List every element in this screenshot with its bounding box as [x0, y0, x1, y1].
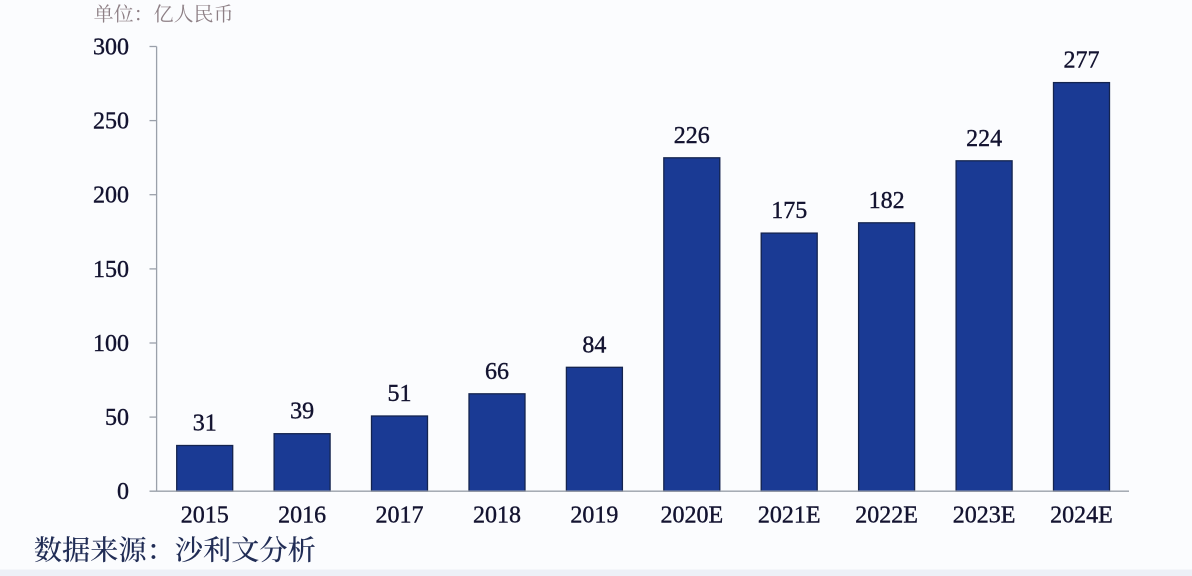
svg-text:277: 277: [1064, 48, 1100, 74]
svg-text:2020E: 2020E: [660, 503, 723, 529]
svg-text:66: 66: [485, 359, 509, 385]
svg-text:2021E: 2021E: [758, 503, 821, 529]
svg-text:2017: 2017: [376, 503, 424, 529]
svg-text:0: 0: [117, 479, 129, 505]
svg-text:200: 200: [93, 183, 129, 209]
svg-text:31: 31: [193, 411, 217, 437]
svg-text:2024E: 2024E: [1050, 503, 1113, 529]
svg-text:2016: 2016: [278, 503, 326, 529]
svg-text:2018: 2018: [473, 503, 521, 529]
svg-text:2023E: 2023E: [953, 503, 1016, 529]
svg-text:226: 226: [674, 123, 710, 149]
svg-text:150: 150: [93, 257, 129, 283]
svg-text:51: 51: [388, 381, 412, 407]
svg-text:2022E: 2022E: [855, 503, 918, 529]
svg-text:84: 84: [582, 332, 606, 358]
svg-text:175: 175: [771, 198, 807, 224]
svg-text:224: 224: [966, 126, 1002, 152]
svg-text:2019: 2019: [570, 503, 618, 529]
svg-text:182: 182: [869, 188, 905, 214]
svg-text:250: 250: [93, 109, 129, 135]
svg-text:2015: 2015: [181, 503, 229, 529]
svg-text:39: 39: [290, 399, 314, 425]
svg-text:100: 100: [93, 331, 129, 357]
svg-text:300: 300: [93, 35, 129, 61]
svg-text:50: 50: [105, 405, 129, 431]
